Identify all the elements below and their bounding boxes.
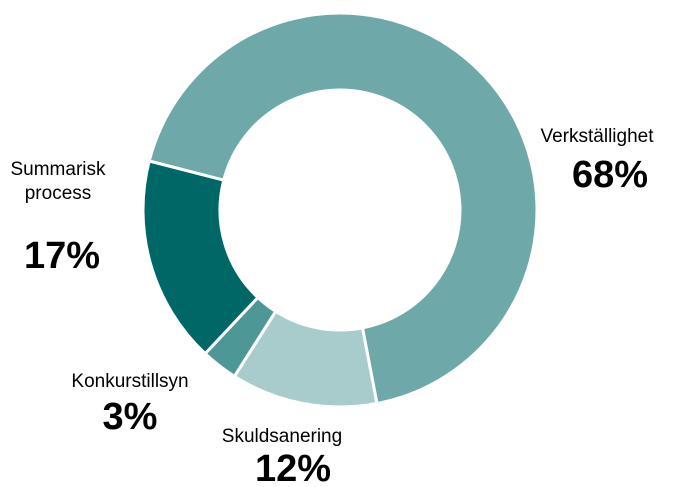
segment-value: 12%: [255, 448, 331, 487]
label-line: Skuldsanering: [222, 426, 342, 447]
segment-value: 17%: [24, 235, 100, 277]
label-line: process: [25, 183, 92, 204]
label-line: Verkställighet: [540, 126, 654, 147]
segment-label: Konkurstillsyn: [71, 371, 188, 392]
label-line: Summarisk: [10, 159, 106, 180]
label-line: Konkurstillsyn: [71, 371, 188, 392]
segment-label: Summarisk process: [10, 159, 106, 204]
donut-segment: [147, 11, 539, 406]
segment-label: Skuldsanering: [222, 426, 342, 447]
segment-value: 68%: [572, 154, 648, 196]
donut-segment: [141, 159, 260, 356]
segment-value: 3%: [103, 396, 158, 438]
segment-label: Verkställighet: [540, 126, 654, 147]
